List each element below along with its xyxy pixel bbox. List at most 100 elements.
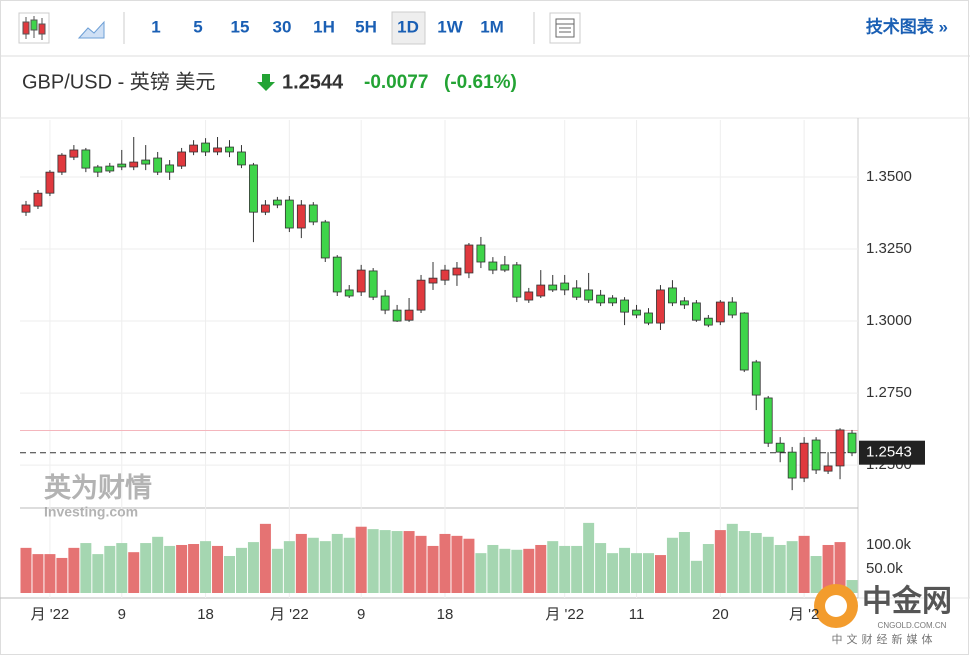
volume-bar — [283, 541, 295, 593]
volume-bar — [822, 544, 834, 593]
volume-bar — [846, 580, 858, 593]
area-icon[interactable] — [77, 20, 105, 39]
volume-bar — [271, 548, 283, 593]
volume-bar — [403, 531, 415, 593]
volume-bar — [116, 543, 128, 593]
candle-body — [751, 361, 761, 396]
candle-icon[interactable] — [18, 12, 50, 44]
candle-body — [835, 429, 845, 467]
candle-body — [344, 289, 354, 297]
interval-button[interactable]: 5H — [355, 17, 377, 36]
candle-body — [249, 164, 258, 213]
candle-body — [560, 282, 570, 291]
candle-body — [548, 284, 558, 291]
price: 1.2544 — [282, 71, 344, 93]
candle-body — [189, 144, 198, 153]
candle-body — [416, 279, 426, 311]
candle-body — [93, 166, 103, 173]
interval-button[interactable]: 1W — [437, 17, 463, 36]
candle-body — [69, 149, 79, 158]
interval-button[interactable]: 1M — [480, 17, 504, 36]
candle-body — [620, 299, 629, 313]
candle-body — [129, 161, 139, 168]
x-tick-label: 月 '22 — [545, 606, 584, 623]
candle-body — [165, 164, 175, 173]
interval-button[interactable]: 5 — [193, 17, 202, 36]
volume-bar — [319, 541, 331, 593]
candle-body — [368, 270, 378, 298]
watermark-brand: 英为财情 — [44, 473, 152, 503]
candle-body — [117, 163, 127, 168]
volume-bar — [247, 542, 259, 593]
volume-bar — [583, 522, 595, 593]
plot — [20, 120, 858, 598]
volume-bar — [798, 535, 810, 593]
y-tick-label: 1.2750 — [866, 384, 912, 401]
interval-button[interactable]: 1H — [313, 17, 335, 36]
candle-body — [356, 269, 366, 293]
change: -0.0077 — [364, 72, 428, 93]
volume-bar — [523, 548, 535, 593]
x-tick-label: 月 '2 — [789, 606, 819, 623]
candle-body — [500, 264, 510, 271]
volume-bar — [128, 552, 140, 593]
volume-bar — [547, 541, 559, 593]
volume-bar — [379, 530, 391, 593]
x-tick-label: 月 '22 — [270, 606, 309, 623]
candle-body — [524, 291, 534, 301]
interval-button[interactable]: 15 — [231, 17, 250, 36]
volume-bar — [44, 554, 56, 593]
volume-bar — [499, 548, 511, 593]
table-icon[interactable] — [549, 12, 581, 44]
candle-body — [261, 204, 270, 213]
volume-bar — [475, 553, 487, 593]
volume-bar — [702, 544, 714, 593]
symbol: GBP/USD - 英镑 美元 — [22, 70, 215, 93]
volume-bar — [726, 523, 738, 593]
candle-body — [21, 204, 31, 213]
candle-body — [284, 199, 294, 229]
candle-body — [775, 442, 785, 453]
volume-bar — [235, 547, 247, 593]
active-interval-bg — [391, 11, 426, 45]
volume-bar — [762, 536, 774, 593]
volume-bar — [439, 533, 451, 593]
volume-bar — [32, 554, 44, 593]
volume-bar — [104, 545, 116, 593]
volume-bar — [714, 530, 726, 593]
volume-bar — [631, 553, 643, 593]
candle-body — [272, 199, 282, 206]
volume-bar — [188, 544, 200, 593]
volume-bar — [343, 537, 355, 593]
candle-body — [739, 312, 749, 371]
candle-body — [237, 151, 246, 166]
candle-body — [141, 159, 151, 165]
volume-bar — [559, 545, 571, 593]
volume-bar — [750, 532, 762, 593]
interval-button[interactable]: 1 — [151, 17, 160, 36]
candle-body — [656, 289, 665, 324]
volume-bar — [56, 557, 68, 593]
volume-bar — [140, 543, 152, 593]
volume-bar — [774, 544, 786, 593]
watermark-url: CNGOLD.COM.CN — [878, 621, 947, 630]
interval-button[interactable]: 30 — [273, 17, 292, 36]
change-percent: (-0.61%) — [444, 72, 517, 93]
candle-body — [440, 269, 450, 281]
y-tick-label: 1.3000 — [866, 312, 912, 329]
volume-bar — [20, 547, 32, 593]
technical-chart-link[interactable]: 技术图表 » — [866, 16, 948, 36]
volume-bar — [690, 560, 702, 593]
interval-button[interactable]: 1D — [397, 17, 419, 36]
volume-bar — [738, 531, 750, 593]
candle-body — [703, 317, 713, 326]
volume-bar — [367, 529, 379, 593]
candle-body — [799, 442, 809, 479]
volume-bar — [80, 543, 92, 593]
candle-body — [823, 465, 833, 472]
last-price-label: 1.2543 — [866, 444, 912, 461]
volume-bar — [427, 545, 439, 593]
volume-bar — [654, 555, 666, 593]
volume-bar — [451, 535, 463, 593]
